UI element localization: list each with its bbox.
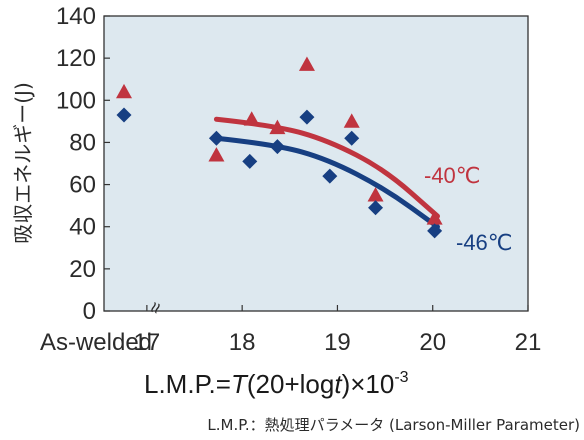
trend-lines [213, 116, 440, 230]
x-axis-ticks: 17 18 19 20 21 [134, 305, 542, 356]
data-point-0 [343, 113, 360, 128]
lmp-note: L.M.P.：熱処理パラメータ (Larson-Miller Parameter… [207, 416, 580, 434]
trend-line-1 [213, 135, 440, 230]
series-label-minus-46: -46℃ [456, 230, 513, 255]
x-axis-label-t: t [334, 369, 343, 399]
as-welded-point-1 [116, 107, 132, 123]
as-welded-point-0 [116, 83, 132, 99]
data-point-0 [269, 119, 286, 135]
x-tick-label: 21 [515, 329, 542, 356]
data-point-0 [208, 147, 225, 162]
y-tick-label: 120 [56, 45, 96, 72]
x-tick-label: 19 [324, 329, 351, 356]
data-point-1 [344, 130, 360, 146]
data-point-1 [322, 168, 338, 184]
data-point-1 [427, 223, 443, 239]
data-point-0 [298, 56, 315, 71]
data-point-0 [367, 187, 384, 202]
data-point-0 [426, 210, 443, 225]
data-point-1 [208, 130, 224, 146]
x-axis-label-suffix: )×10 [342, 369, 395, 399]
y-tick-label: 80 [69, 129, 96, 156]
y-axis-label: 吸収エネルギー(J) [11, 82, 35, 244]
y-tick-label: 60 [69, 172, 96, 199]
x-tick-label: 17 [134, 329, 161, 356]
trend-line-0 [213, 116, 440, 219]
as-welded-label: As-welded [40, 329, 152, 356]
y-tick-label: 20 [69, 256, 96, 283]
data-point-1 [368, 200, 384, 216]
data-point-1 [299, 109, 315, 125]
data-point-1 [269, 139, 285, 155]
y-tick-label: 0 [83, 298, 96, 325]
x-tick-label: 20 [419, 329, 446, 356]
y-tick-label: 140 [56, 3, 96, 30]
x-tick-label: 18 [229, 329, 256, 356]
x-axis-label-mid: (20+log [247, 369, 334, 399]
x-axis-label-prefix: L.M.P.= [144, 369, 231, 399]
x-axis-label: L.M.P.=T(20+logt)×10-3 [144, 369, 409, 399]
y-tick-label: 40 [69, 214, 96, 241]
x-axis-label-exponent: -3 [394, 369, 408, 386]
x-axis-label-T: T [231, 369, 249, 399]
data-points [116, 56, 443, 239]
plot-area [103, 15, 529, 312]
data-point-1 [242, 153, 258, 169]
series-label-minus-40: -40℃ [424, 163, 481, 188]
y-axis-ticks: 0 20 40 60 80 100 120 140 [56, 3, 110, 325]
data-point-0 [243, 111, 260, 126]
y-tick-label: 100 [56, 87, 96, 114]
